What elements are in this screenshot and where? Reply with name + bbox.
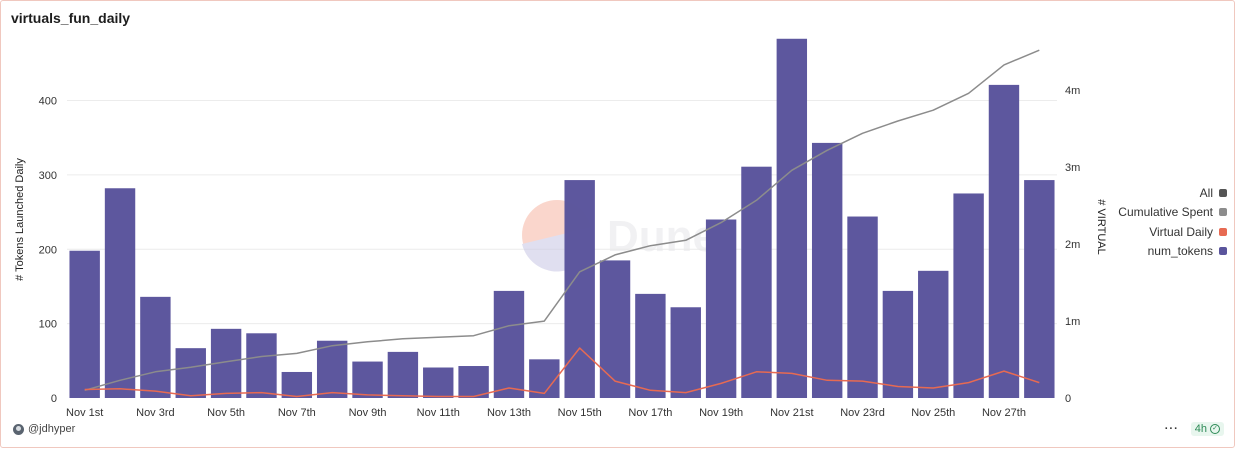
legend-item-all[interactable]: All: [1097, 183, 1227, 203]
y-tick-label-4: 400: [39, 96, 57, 108]
x-tick-label-2: Nov 3rd: [136, 407, 175, 419]
bar-1: [104, 188, 136, 398]
legend-label: All: [1199, 185, 1213, 200]
author[interactable]: @jdhyper: [13, 423, 75, 435]
series-line-cumulative-spent: [84, 49, 1040, 392]
bar-0: [69, 250, 100, 398]
x-tick-label-4: Nov 5th: [207, 407, 245, 419]
bar-11: [458, 366, 489, 398]
bar-19: [741, 166, 772, 398]
x-tick-label-16: Nov 17th: [628, 407, 672, 419]
bar-15: [599, 260, 631, 398]
bar-25: [953, 193, 984, 398]
check-circle-icon: ✓: [1210, 424, 1220, 434]
y2-tick-label-1: 1m: [1065, 316, 1080, 328]
bar-18: [705, 219, 737, 398]
bar-2: [140, 296, 171, 398]
legend-item-cumulative-spent[interactable]: Cumulative Spent: [1097, 203, 1227, 223]
bar-27: [1024, 180, 1055, 398]
legend-item-virtual-daily[interactable]: Virtual Daily: [1097, 222, 1227, 242]
x-tick-label-20: Nov 21st: [770, 407, 813, 419]
bar-9: [387, 351, 419, 398]
bar-5: [246, 333, 277, 398]
x-tick-label-6: Nov 7th: [278, 407, 316, 419]
bar-3: [175, 348, 206, 398]
chart-title: virtuals_fun_daily: [11, 10, 131, 26]
bar-22: [847, 216, 878, 398]
y2-tick-label-0: 0: [1065, 393, 1071, 405]
x-tick-label-22: Nov 23rd: [840, 407, 885, 419]
bar-17: [670, 307, 701, 398]
y-tick-label-2: 200: [39, 244, 57, 256]
bar-26: [988, 84, 1020, 398]
y2-tick-label-4: 4m: [1065, 85, 1080, 97]
legend-label: Cumulative Spent: [1118, 205, 1213, 220]
legend-swatch: [1219, 247, 1227, 256]
x-tick-label-12: Nov 13th: [487, 407, 531, 419]
bar-7: [316, 340, 348, 398]
x-tick-label-26: Nov 27th: [982, 407, 1026, 419]
y2-axis-title: # VIRTUAL: [1095, 199, 1107, 254]
y-axis-title: # Tokens Launched Daily: [14, 158, 26, 281]
legend: All Cumulative Spent Virtual Daily num_toke…: [1097, 183, 1227, 261]
y2-tick-label-3: 3m: [1065, 162, 1080, 174]
bar-6: [281, 371, 313, 398]
footer-actions: ··· 4h ✓: [1165, 422, 1224, 436]
more-options-icon[interactable]: ···: [1164, 423, 1179, 435]
x-tick-label-0: Nov 1st: [66, 407, 103, 419]
y-tick-label-3: 300: [39, 170, 57, 182]
bar-8: [352, 361, 383, 398]
x-tick-label-14: Nov 15th: [558, 407, 602, 419]
y-tick-label-0: 0: [51, 393, 57, 405]
refresh-time: 4h: [1194, 423, 1207, 435]
avatar: [13, 423, 24, 435]
bar-20: [776, 38, 808, 399]
x-tick-label-10: Nov 11th: [417, 407, 460, 419]
legend-swatch: [1219, 188, 1227, 197]
y2-tick-label-2: 2m: [1065, 239, 1080, 251]
legend-item-num_tokens[interactable]: num_tokens: [1097, 242, 1227, 262]
x-tick-label-24: Nov 25th: [911, 407, 955, 419]
author-username: @jdhyper: [28, 423, 76, 435]
legend-label: num_tokens: [1147, 244, 1213, 259]
legend-swatch: [1219, 227, 1227, 236]
legend-label: Virtual Daily: [1149, 224, 1213, 239]
refresh-badge[interactable]: 4h ✓: [1190, 422, 1224, 436]
bar-14: [564, 180, 595, 398]
legend-swatch: [1219, 208, 1227, 217]
x-tick-label-8: Nov 9th: [349, 407, 387, 419]
series-line-virtual-daily: [84, 347, 1040, 398]
watermark-text: Dune: [607, 212, 717, 261]
x-tick-label-18: Nov 19th: [699, 407, 743, 419]
bar-10: [423, 367, 454, 398]
y-tick-label-1: 100: [39, 319, 57, 331]
bar-24: [918, 270, 949, 398]
bar-16: [635, 293, 666, 398]
bar-21: [811, 142, 843, 398]
bar-12: [493, 290, 525, 398]
bar-23: [882, 290, 914, 398]
